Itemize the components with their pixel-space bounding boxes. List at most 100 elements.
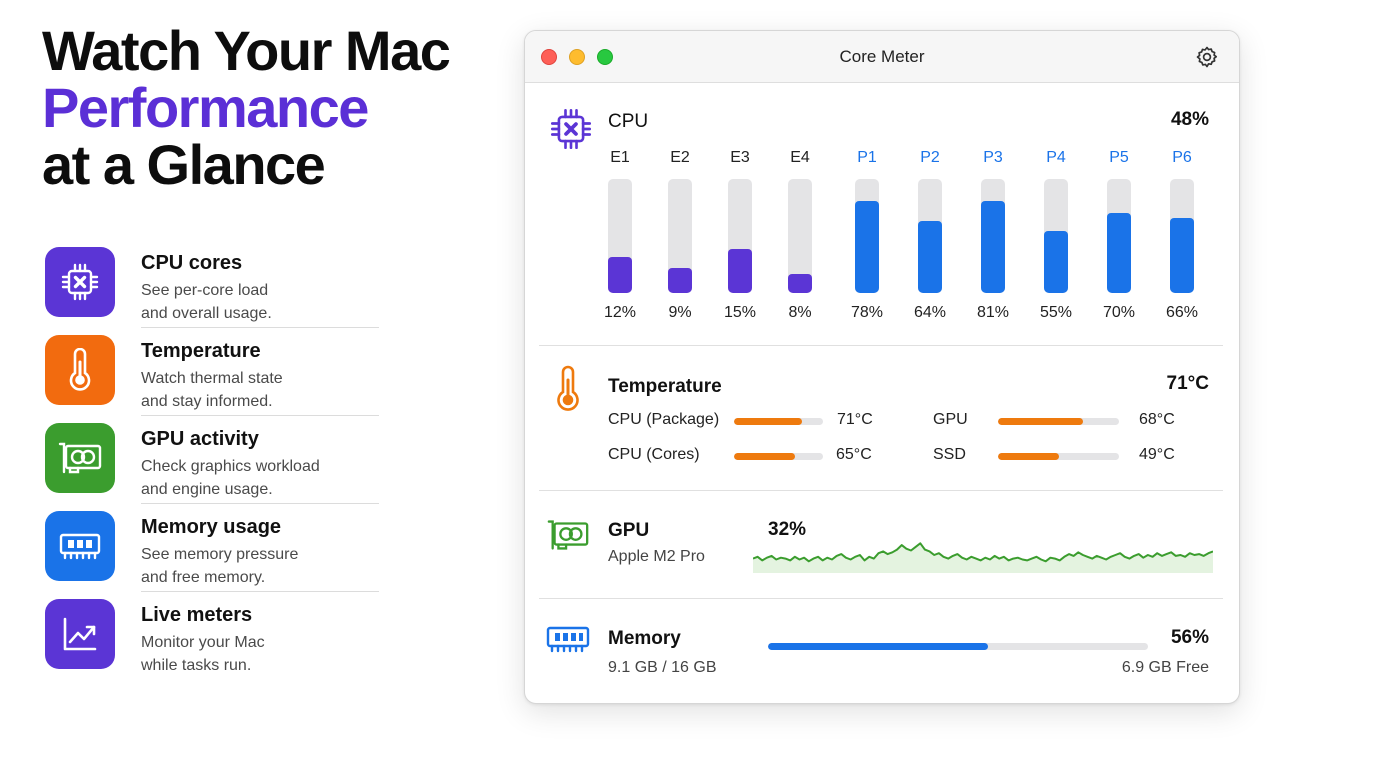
memory-meter (768, 643, 1148, 650)
sensor-gpu: GPU 68°C (933, 411, 1213, 431)
close-button[interactable] (541, 49, 557, 65)
gpu-sparkline-area (753, 543, 1213, 573)
sensor-value: 68°C (1139, 411, 1175, 428)
minimize-button[interactable] (569, 49, 585, 65)
cpu-total-usage: 48% (1170, 109, 1209, 130)
thermometer-icon (45, 335, 115, 405)
feature-title: Live meters (141, 604, 253, 626)
cpu-core-p5: P5 70% (1094, 149, 1144, 321)
core-label: P3 (983, 149, 1003, 166)
core-value: 81% (976, 304, 1010, 321)
core-value: 66% (1165, 304, 1199, 321)
sensor-meter-fill (734, 418, 802, 425)
cpu-core-p6: P6 66% (1157, 149, 1207, 321)
cpu-core-e2: E2 9% (655, 149, 705, 321)
core-value: 15% (723, 304, 757, 321)
cpu-core-p4: P4 55% (1031, 149, 1081, 321)
line-chart-icon (45, 599, 115, 669)
core-load-track (918, 179, 942, 293)
core-value: 12% (603, 304, 637, 321)
sensor-cpu-package: CPU (Package) 71°C (608, 411, 898, 431)
feature-title: Temperature (141, 340, 261, 362)
title-bar[interactable]: Core Meter (525, 31, 1239, 83)
core-label: P4 (1046, 149, 1066, 166)
hero-headline: Watch Your Mac Performance at a Glance (42, 19, 451, 196)
feature-memory-usage: Memory usage See memory pressure and free… (45, 510, 379, 598)
core-load-fill (1170, 217, 1194, 293)
memory-module-icon (45, 511, 115, 581)
core-load-fill (668, 267, 692, 293)
gpu-sparkline-line (753, 542, 1213, 563)
core-load-fill (1044, 231, 1068, 293)
sensor-meter-fill (998, 453, 1059, 460)
gpu-title: GPU (608, 520, 650, 541)
cpu-core-e1: E1 12% (595, 149, 645, 321)
sensor-meter-fill (734, 453, 795, 460)
core-load-fill (981, 200, 1005, 293)
feature-description: Watch thermal state and stay informed. (141, 370, 283, 410)
sensor-meter-fill (998, 418, 1083, 425)
core-value: 8% (788, 304, 812, 321)
core-load-track (1044, 179, 1068, 293)
thermometer-icon (557, 365, 579, 411)
gear-icon[interactable] (1195, 45, 1219, 69)
core-label: P5 (1109, 149, 1129, 166)
core-load-fill (728, 248, 752, 293)
cpu-core-e3: E3 15% (715, 149, 765, 321)
memory-meter-fill (768, 643, 989, 650)
core-load-track (788, 179, 812, 293)
feature-divider (141, 415, 379, 416)
memory-used-of-total: 9.1 GB / 16 GB (608, 659, 717, 676)
core-load-track (668, 179, 692, 293)
section-divider (539, 345, 1223, 346)
feature-title: CPU cores (141, 252, 243, 274)
sensor-ssd: SSD 49°C (933, 446, 1213, 466)
cpu-core-e4: E4 8% (775, 149, 825, 321)
sensor-meter (998, 418, 1119, 425)
zoom-button[interactable] (597, 49, 613, 65)
core-label: E1 (610, 149, 630, 166)
feature-gpu-activity: GPU activity Check graphics workload and … (45, 422, 379, 510)
core-value: 9% (668, 304, 692, 321)
sensor-label: GPU (933, 411, 968, 428)
feature-temperature: Temperature Watch thermal state and stay … (45, 334, 379, 422)
core-label: E4 (790, 149, 810, 166)
core-load-fill (608, 256, 632, 293)
sensor-meter (734, 453, 823, 460)
feature-live-meters: Live meters Monitor your Mac while tasks … (45, 598, 379, 686)
feature-divider (141, 327, 379, 328)
core-load-track (855, 179, 879, 293)
core-label: P1 (857, 149, 877, 166)
sensor-meter (734, 418, 823, 425)
sensor-label: SSD (933, 446, 966, 463)
feature-description: Monitor your Mac while tasks run. (141, 634, 265, 674)
window-title: Core Meter (839, 47, 925, 66)
feature-divider (141, 503, 379, 504)
gpu-model: Apple M2 Pro (608, 548, 705, 565)
cpu-core-p3: P3 81% (968, 149, 1018, 321)
core-load-fill (788, 273, 812, 293)
hero-line-3: at a Glance (42, 133, 326, 196)
feature-description: Check graphics workload and engine usage. (141, 458, 320, 498)
hero-line-2: Performance (42, 76, 369, 139)
core-meter-window: Core Meter CPU 48% E1 12% E2 9% E3 15% E4 8% P1 7… (524, 30, 1240, 704)
core-load-track (728, 179, 752, 293)
memory-module-icon (546, 626, 590, 653)
sensor-label: CPU (Cores) (608, 446, 700, 463)
feature-title: Memory usage (141, 516, 282, 538)
cpu-title: CPU (608, 111, 649, 132)
core-load-fill (855, 200, 879, 293)
core-value: 64% (913, 304, 947, 321)
gpu-usage-sparkline (753, 542, 1213, 573)
memory-free: 6.9 GB Free (1121, 659, 1209, 676)
gpu-card-icon (45, 423, 115, 493)
sensor-meter (998, 453, 1119, 460)
sensor-cpu-cores: CPU (Cores) 65°C (608, 446, 898, 466)
section-divider (539, 490, 1223, 491)
cpu-core-p2: P2 64% (905, 149, 955, 321)
temperature-title: Temperature (608, 376, 722, 397)
sensor-value: 65°C (836, 446, 872, 463)
hero-line-1: Watch Your Mac (42, 19, 451, 82)
feature-divider (141, 591, 379, 592)
feature-description: See per-core load and overall usage. (141, 282, 272, 322)
